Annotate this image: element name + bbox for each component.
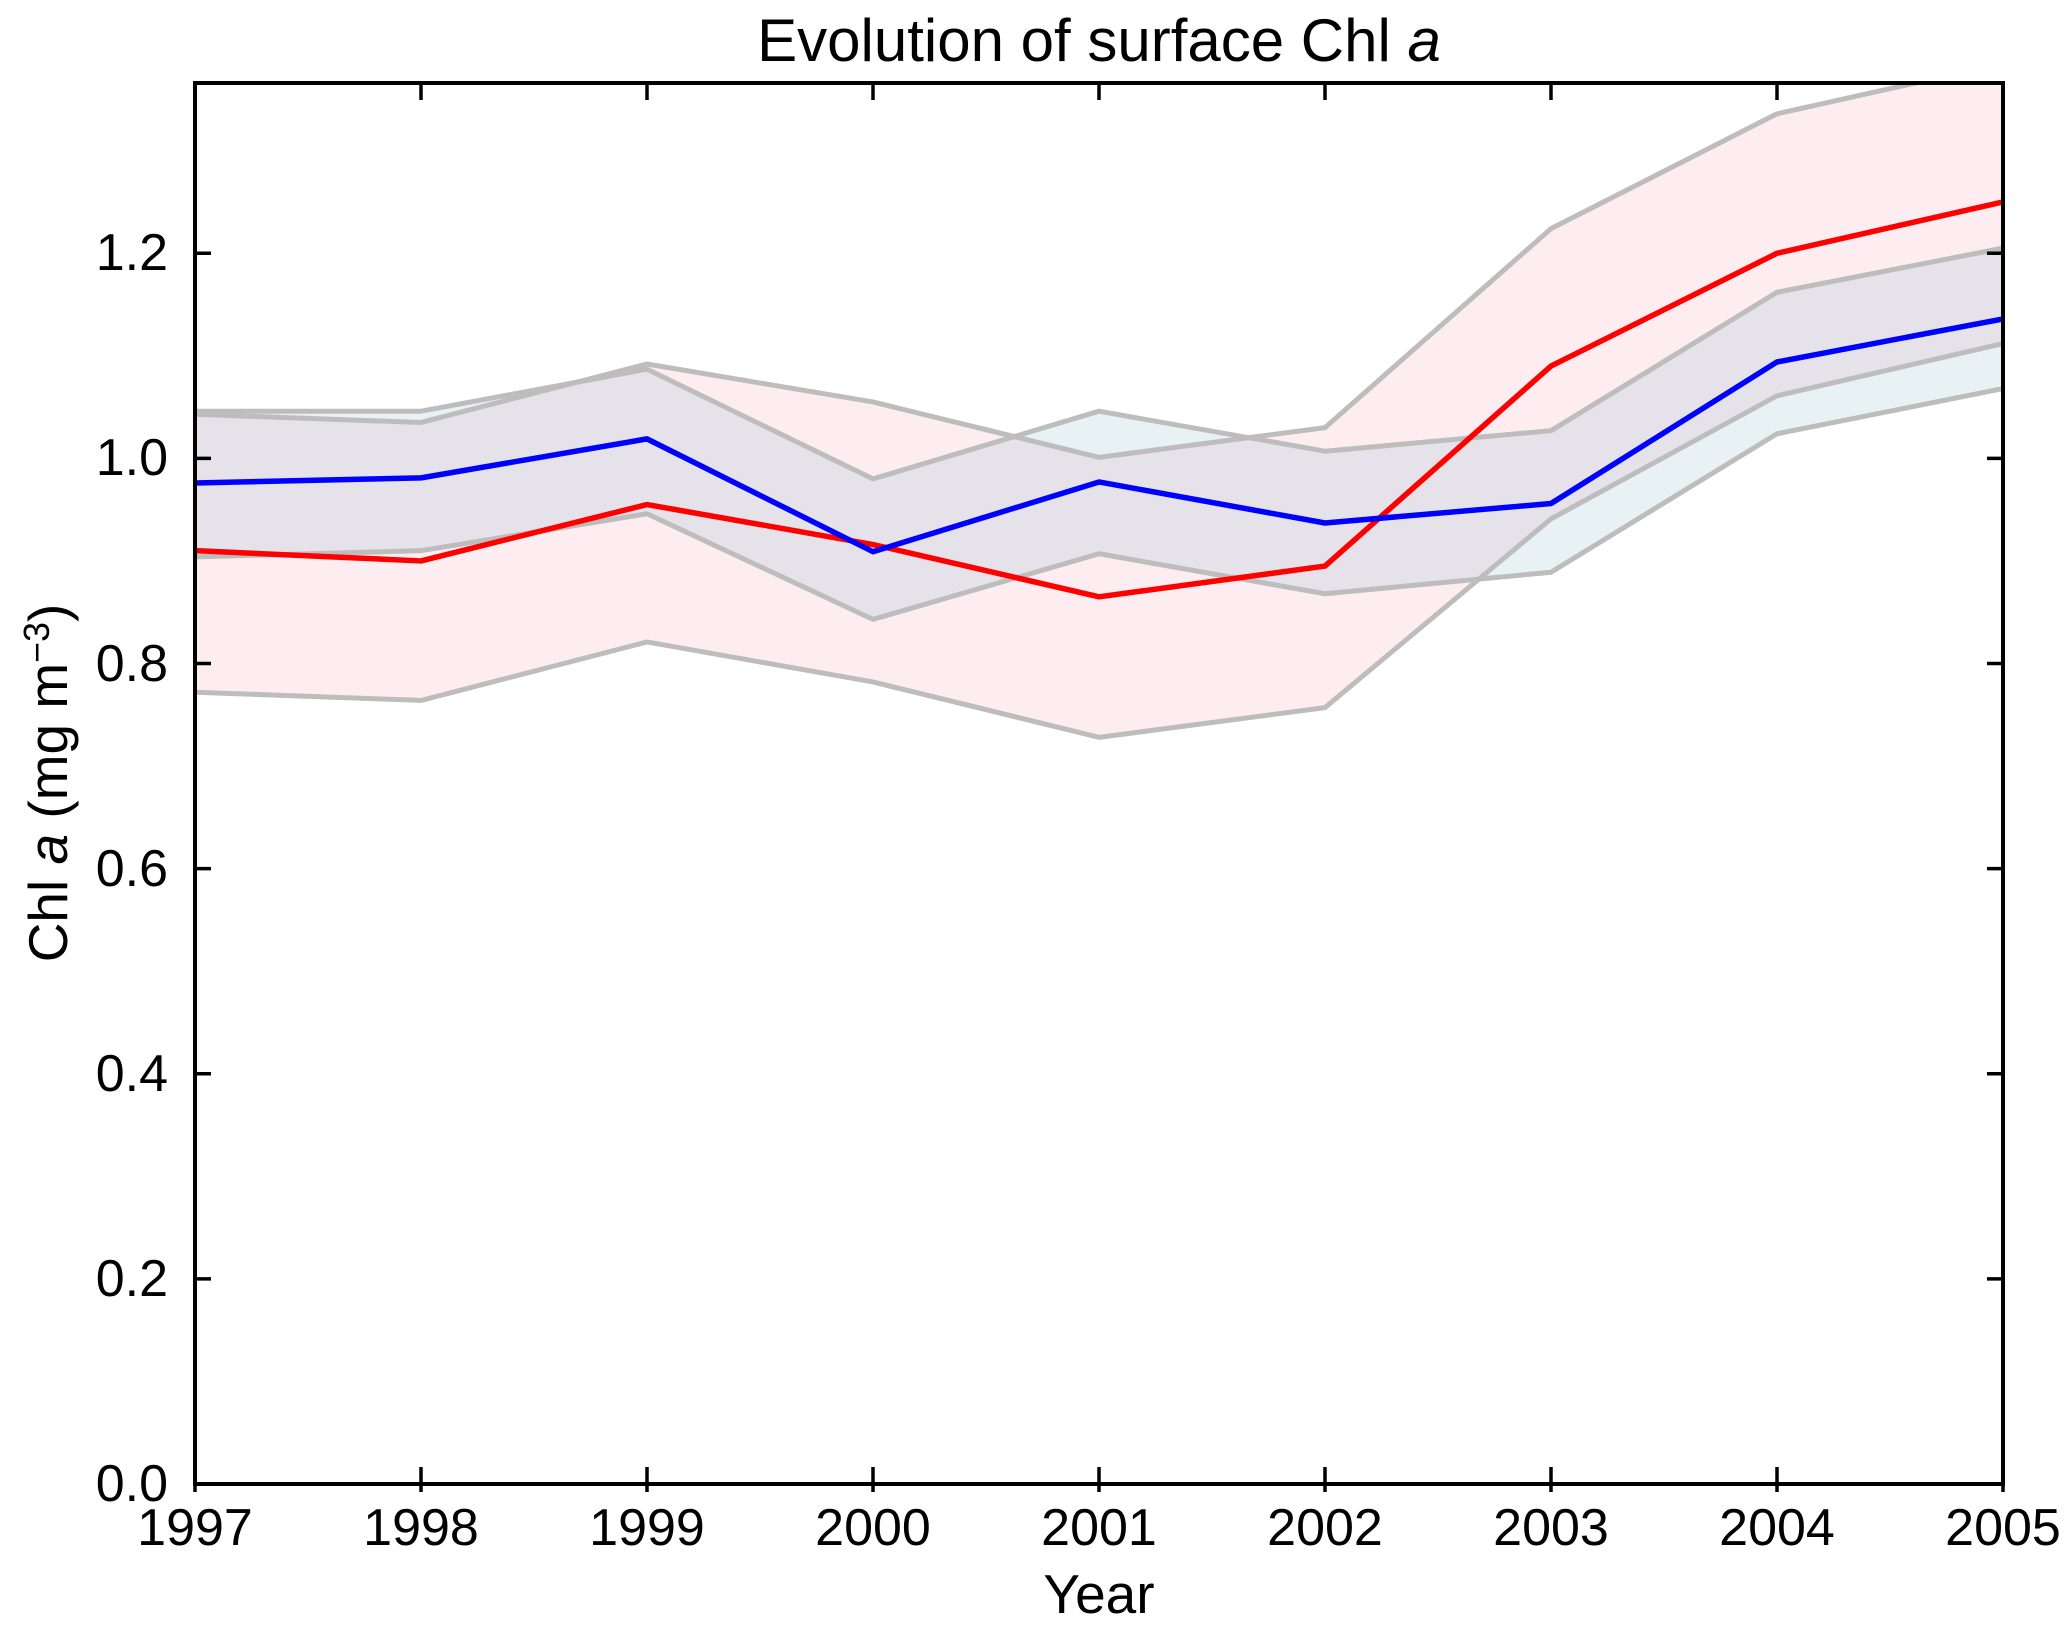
x-tick-label: 2005	[1945, 1499, 2061, 1557]
red-band-upper-edge	[195, 83, 1927, 460]
x-tick-label: 2000	[815, 1499, 931, 1557]
blue-band-upper-edge	[195, 245, 2003, 482]
y-tick-label: 0.0	[95, 1455, 168, 1513]
x-tick-label: 1998	[363, 1499, 479, 1557]
x-tick-label: 2004	[1719, 1499, 1835, 1557]
plot-clip-group	[195, 83, 2003, 740]
y-tick-label: 0.4	[95, 1044, 168, 1103]
y-tick-label: 0.2	[95, 1249, 168, 1308]
y-tick-label: 0.6	[95, 839, 168, 898]
x-tick-label: 2001	[1041, 1499, 1157, 1557]
red-line	[195, 199, 2003, 600]
x-tick-label: 1999	[589, 1499, 705, 1557]
blue-line	[195, 316, 2003, 555]
x-tick-label: 2002	[1267, 1499, 1383, 1557]
red-confidence-band	[195, 83, 2003, 738]
chart-title: Evolution of surface Chl a	[757, 8, 1441, 74]
x-tick-label: 1997	[137, 1499, 253, 1557]
x-tick-label: 2003	[1493, 1499, 1609, 1557]
y-tick-label: 0.8	[95, 634, 168, 693]
x-axis-label: Year	[1043, 1563, 1155, 1625]
y-tick-label: 1.0	[95, 429, 168, 488]
chart-title-italic: a	[1407, 7, 1441, 74]
y-tick-label: 1.2	[95, 224, 168, 283]
blue-band-lower-edge	[195, 386, 2003, 622]
red-band-lower-edge	[195, 341, 2003, 740]
chart-title-text: Evolution of surface Chl	[757, 7, 1408, 74]
blue-confidence-band	[195, 248, 2003, 620]
